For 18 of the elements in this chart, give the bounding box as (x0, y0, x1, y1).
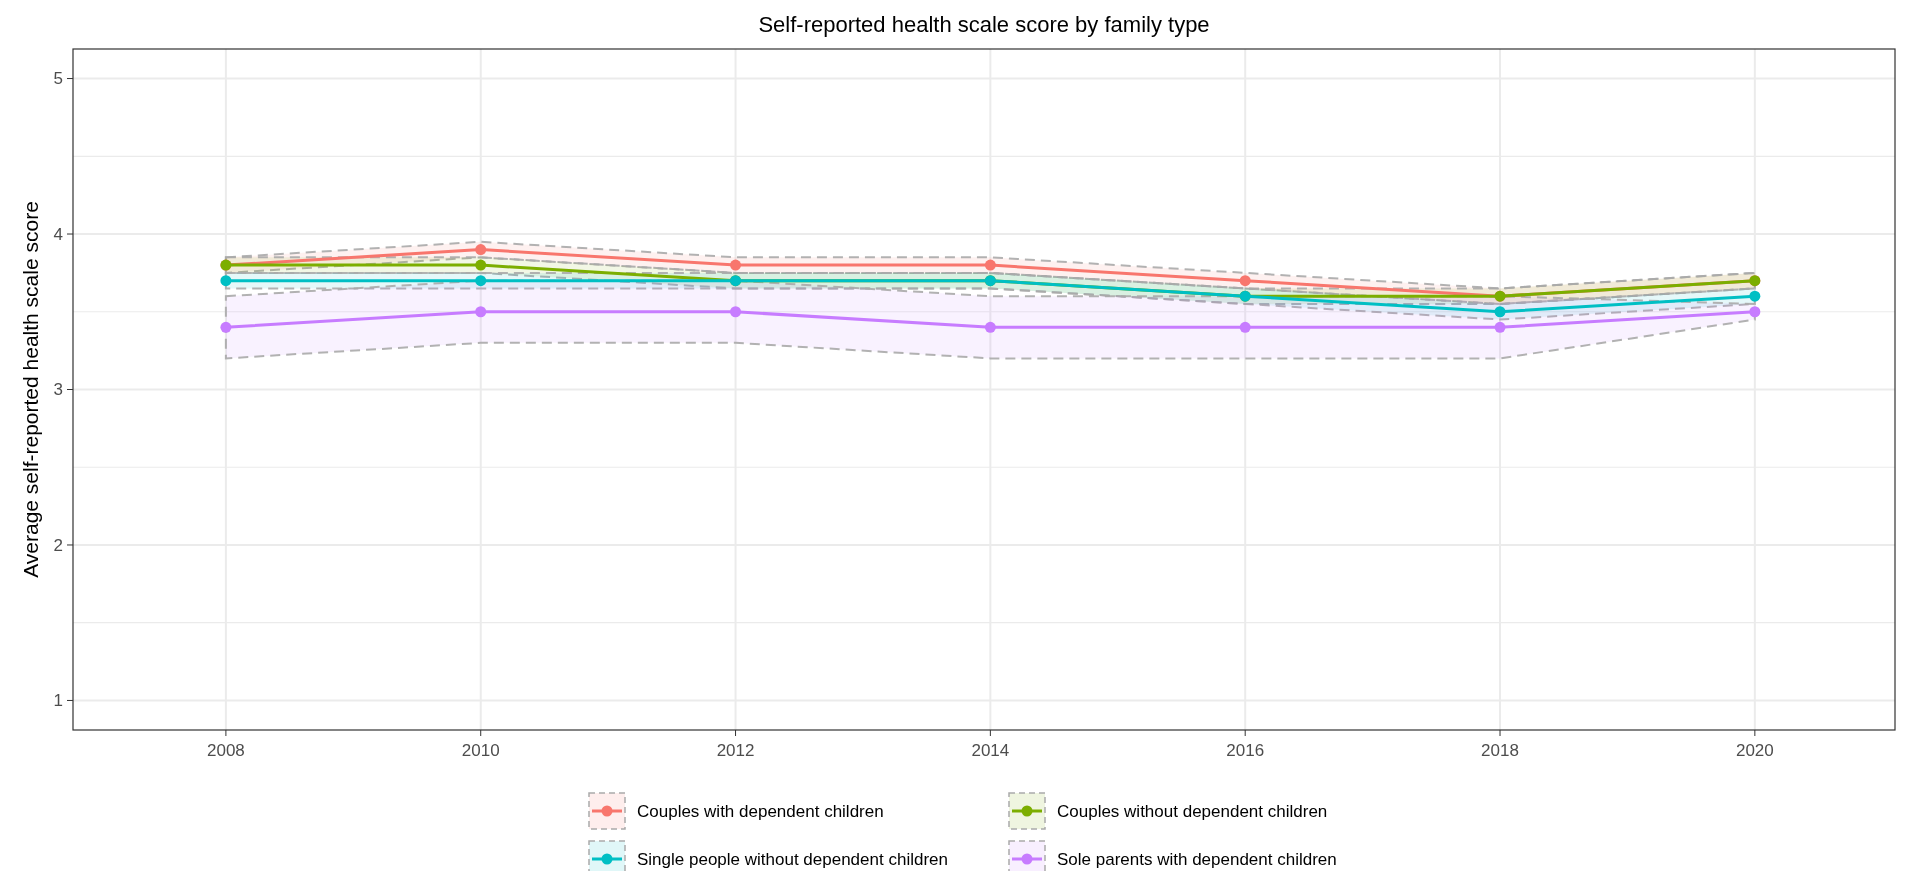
x-tick-label: 2012 (716, 741, 755, 760)
x-tick-label: 2010 (461, 741, 500, 760)
legend-label: Single people without dependent children (637, 849, 948, 869)
y-axis-title: Average self-reported health scale score (19, 201, 42, 578)
legend-label: Couples without dependent children (1057, 801, 1328, 821)
y-tick-label: 3 (53, 380, 63, 400)
legend-label: Sole parents with dependent children (1057, 849, 1337, 869)
x-tick-label: 2014 (971, 741, 1010, 760)
y-tick-label: 4 (53, 224, 63, 244)
x-tick-label: 2018 (1481, 741, 1519, 760)
y-tick-label: 2 (53, 535, 63, 555)
y-tick-label: 5 (53, 69, 63, 89)
legend-label: Couples with dependent children (637, 801, 884, 821)
x-tick-label: 2008 (206, 741, 245, 760)
x-tick-label: 2020 (1735, 741, 1774, 760)
x-tick-label: 2016 (1226, 741, 1265, 760)
y-tick-label: 1 (53, 691, 63, 711)
chart-title: Self-reported health scale score by family type (758, 12, 1210, 37)
